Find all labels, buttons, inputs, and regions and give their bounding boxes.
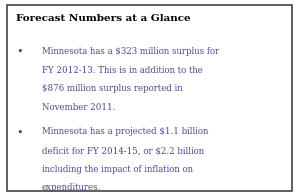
FancyBboxPatch shape xyxy=(7,5,292,191)
Text: •: • xyxy=(16,47,23,57)
Text: deficit for FY 2014-15, or $2.2 billion: deficit for FY 2014-15, or $2.2 billion xyxy=(42,146,204,155)
Text: FY 2012-13. This is in addition to the: FY 2012-13. This is in addition to the xyxy=(42,66,203,75)
Text: expenditures.: expenditures. xyxy=(42,183,101,192)
Text: $876 million surplus reported in: $876 million surplus reported in xyxy=(42,84,182,93)
Text: including the impact of inflation on: including the impact of inflation on xyxy=(42,165,193,174)
Text: November 2011.: November 2011. xyxy=(42,103,115,112)
Text: Minnesota has a $323 million surplus for: Minnesota has a $323 million surplus for xyxy=(42,47,219,56)
Text: •: • xyxy=(16,127,23,137)
Text: Forecast Numbers at a Glance: Forecast Numbers at a Glance xyxy=(16,14,191,23)
Text: Minnesota has a projected $1.1 billion: Minnesota has a projected $1.1 billion xyxy=(42,127,208,136)
